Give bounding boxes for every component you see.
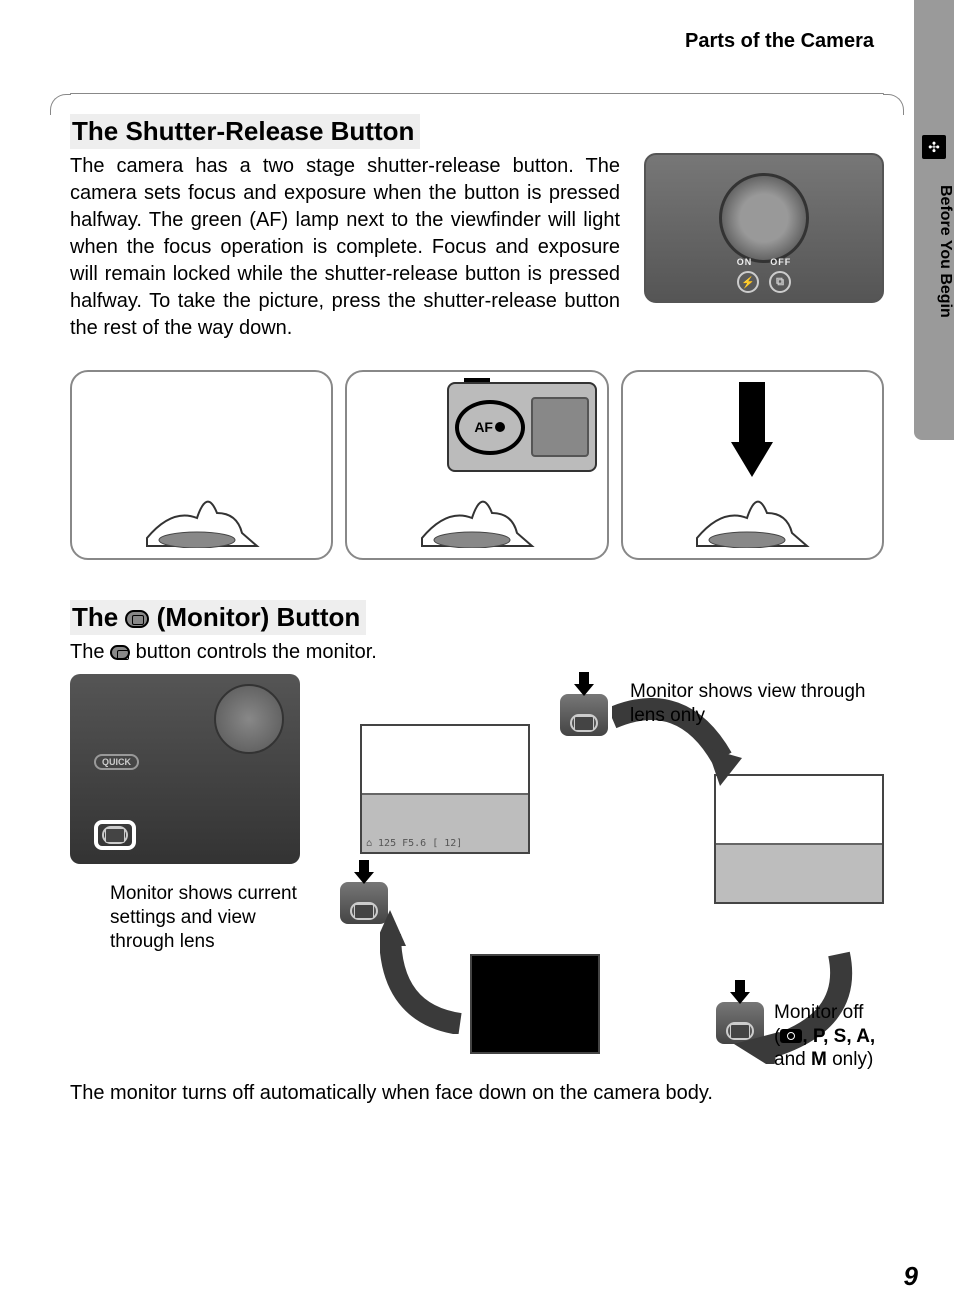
page-number: 9	[904, 1261, 918, 1292]
exposure-button-icon: ⧉	[769, 271, 791, 293]
section2-title-suffix: (Monitor) Button	[149, 602, 360, 632]
panel-halfpress: AF	[345, 370, 608, 560]
section2-footer: The monitor turns off automatically when…	[70, 1082, 884, 1105]
section1-title: The Shutter-Release Button	[70, 114, 420, 149]
flash-button-icon: ⚡	[737, 271, 759, 293]
breadcrumb: Parts of the Camera	[70, 30, 884, 53]
camera-icon	[780, 1029, 802, 1043]
header-divider	[70, 93, 884, 94]
monitor-button-highlight	[94, 820, 136, 850]
section2-intro-prefix: The	[70, 641, 110, 663]
shutter-panels: AF	[70, 370, 884, 560]
section1-body: The camera has a two stage shutter-relea…	[70, 153, 620, 342]
panel-rest	[70, 370, 333, 560]
thumb-lensonly	[714, 774, 884, 904]
arrow-down-icon	[727, 382, 777, 482]
panel-fullpress	[621, 370, 884, 560]
caption-right: Monitor off (, P, S, A, and M only)	[774, 1001, 944, 1072]
viewfinder-af-icon: AF	[447, 382, 597, 472]
dpad-icon	[214, 684, 284, 754]
section2-intro-suffix: button controls the monitor.	[130, 641, 377, 663]
quick-label: QUICK	[94, 754, 139, 770]
thumb-stats: ⌂ 125 F5.6 [ 12]	[366, 838, 462, 849]
section2-title-prefix: The	[72, 602, 125, 632]
monitor-button-icon	[560, 694, 608, 736]
on-off-label: ON OFF	[737, 257, 792, 267]
camera-back-illustration: QUICK	[70, 674, 300, 864]
monitor-button-icon	[125, 610, 149, 628]
camera-top-illustration: ON OFF ⚡ ⧉	[644, 153, 884, 303]
hand-icon	[417, 478, 537, 548]
caption-top: Monitor shows view through lens only	[630, 680, 880, 728]
section2-title: The (Monitor) Button	[70, 600, 366, 635]
cycle-arrow-icon	[380, 904, 480, 1034]
thumb-off	[470, 954, 600, 1054]
af-text: AF	[474, 419, 493, 435]
off-label: OFF	[770, 257, 791, 267]
hand-icon	[692, 478, 812, 548]
thumb-settings: ⌂ 125 F5.6 [ 12]	[360, 724, 530, 854]
hand-icon	[142, 478, 262, 548]
on-label: ON	[737, 257, 753, 267]
section2-intro: The button controls the monitor.	[70, 639, 884, 666]
monitor-cycle-diagram: ⌂ 125 F5.6 [ 12]	[350, 674, 884, 1054]
mode-dial-icon	[719, 173, 809, 263]
caption-left: Monitor shows current settings and view …	[70, 882, 320, 953]
monitor-button-icon	[110, 645, 130, 660]
